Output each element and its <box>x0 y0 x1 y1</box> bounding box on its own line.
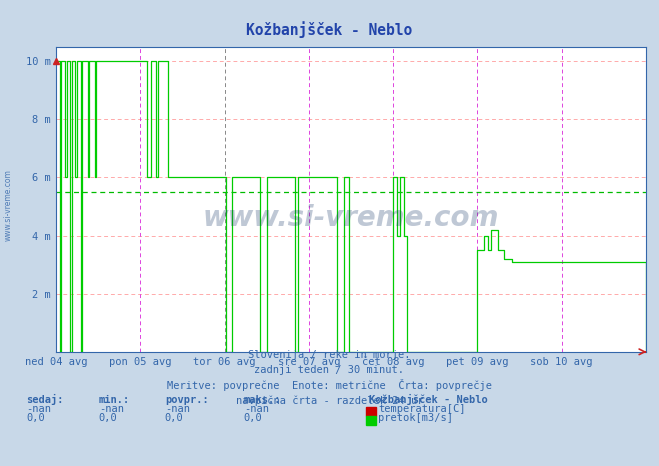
Text: maks.:: maks.: <box>244 395 281 405</box>
Text: www.si-vreme.com: www.si-vreme.com <box>203 204 499 232</box>
Text: www.si-vreme.com: www.si-vreme.com <box>3 169 13 241</box>
Text: -nan: -nan <box>99 404 124 414</box>
Text: Kožbanjšček - Neblo: Kožbanjšček - Neblo <box>369 394 488 405</box>
Text: Meritve: povprečne  Enote: metrične  Črta: povprečje: Meritve: povprečne Enote: metrične Črta:… <box>167 379 492 391</box>
Text: sedaj:: sedaj: <box>26 394 64 405</box>
Text: 0,0: 0,0 <box>99 413 117 423</box>
Text: 0,0: 0,0 <box>244 413 262 423</box>
Text: pretok[m3/s]: pretok[m3/s] <box>378 413 453 423</box>
Text: min.:: min.: <box>99 395 130 405</box>
Text: Slovenija / reke in morje.: Slovenija / reke in morje. <box>248 350 411 360</box>
Text: navpična črta - razdelek 24 ur: navpična črta - razdelek 24 ur <box>236 396 423 406</box>
Text: Kožbanjšček - Neblo: Kožbanjšček - Neblo <box>246 21 413 38</box>
Text: -nan: -nan <box>165 404 190 414</box>
Text: temperatura[C]: temperatura[C] <box>378 404 466 414</box>
Text: zadnji teden / 30 minut.: zadnji teden / 30 minut. <box>254 365 405 375</box>
Text: 0,0: 0,0 <box>26 413 45 423</box>
Text: -nan: -nan <box>26 404 51 414</box>
Text: povpr.:: povpr.: <box>165 395 208 405</box>
Text: -nan: -nan <box>244 404 269 414</box>
Text: 0,0: 0,0 <box>165 413 183 423</box>
